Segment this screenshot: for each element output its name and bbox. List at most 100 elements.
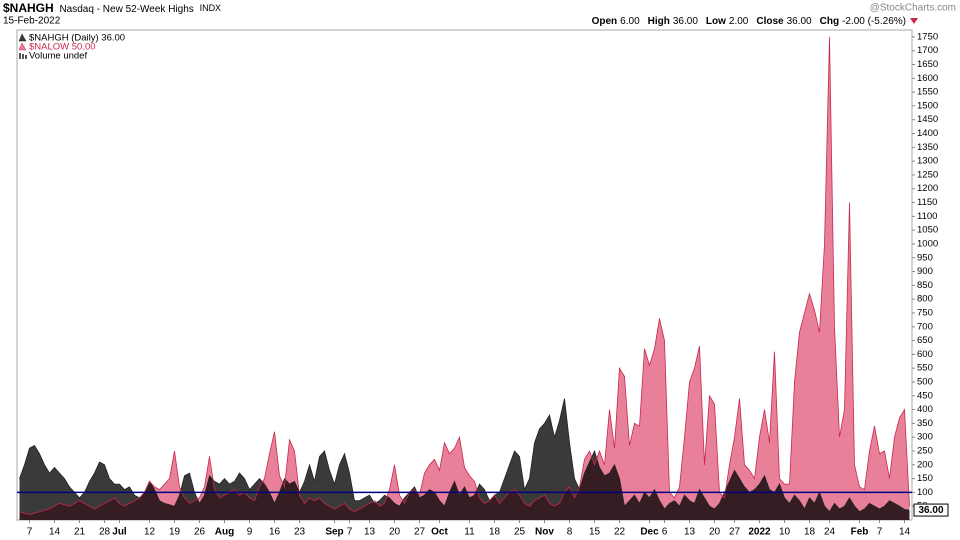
y-tick-label: 950: [917, 252, 933, 263]
quote-value: -2.00 (-5.26%): [842, 16, 906, 27]
y-tick-label: 1000: [917, 238, 938, 249]
y-tick-label: 1200: [917, 183, 938, 194]
quote-value: 2.00: [729, 16, 749, 27]
y-tick-label: 300: [917, 432, 933, 443]
x-tick-label: 15: [589, 527, 601, 538]
quote-value: 6.00: [620, 16, 640, 27]
x-tick-label: 7: [27, 527, 33, 538]
x-tick-label: 10: [779, 527, 791, 538]
y-tick-label: 1350: [917, 142, 938, 153]
y-tick-label: 450: [917, 390, 933, 401]
legend-label: Volume undef: [29, 51, 87, 62]
legend-icon: [25, 55, 27, 59]
y-tick-label: 800: [917, 294, 933, 305]
x-tick-label: Feb: [851, 527, 869, 538]
area-fill: [19, 398, 910, 520]
y-tick-label: 1400: [917, 128, 938, 139]
y-tick-label: 1100: [917, 211, 937, 222]
x-tick-label: 6: [662, 527, 668, 538]
y-tick-label: 550: [917, 363, 933, 374]
y-tick-label: 1750: [917, 31, 938, 42]
legend-icon: [18, 33, 27, 42]
quote-value: 36.00: [673, 16, 698, 27]
quote: Open 6.00 High 36.00 Low 2.00 Close 36.00 Chg -2.…: [592, 16, 906, 27]
y-tick-label: 850: [917, 280, 933, 291]
y-tick-label: 350: [917, 418, 933, 429]
x-tick-label: Aug: [215, 527, 234, 538]
y-tick-label: 1150: [917, 197, 937, 208]
x-tick-label: Sep: [325, 527, 343, 538]
x-tick-label: 23: [294, 527, 306, 538]
x-tick-label: 13: [364, 527, 376, 538]
legend-label: $NALOW 50.00: [29, 42, 96, 53]
x-tick-label: 20: [389, 527, 401, 538]
quote-label: Low: [706, 16, 726, 27]
y-tick-label: 650: [917, 335, 933, 346]
quote-label: Chg: [820, 16, 839, 27]
symbol: $NAHGH: [3, 1, 54, 15]
y-tick-label: 1050: [917, 225, 938, 236]
legend-icon: [19, 53, 21, 59]
x-tick-label: 20: [709, 527, 721, 538]
area-line: [19, 398, 910, 513]
x-tick-label: 24: [824, 527, 836, 538]
header-line: $NAHGH Nasdaq - New 52-Week Highs INDX: [3, 1, 221, 15]
y-tick-label: 900: [917, 266, 933, 277]
x-tick-label: 18: [489, 527, 501, 538]
x-tick-label: 18: [804, 527, 816, 538]
y-tick-label: 1550: [917, 87, 938, 98]
x-tick-label: 28: [99, 527, 111, 538]
y-tick-label: 1250: [917, 169, 938, 180]
y-tick-label: 1500: [917, 100, 938, 111]
y-tick-label: 1600: [917, 73, 938, 84]
y-tick-label: 700: [917, 321, 933, 332]
area-line: [19, 36, 910, 515]
y-tick-label: 750: [917, 307, 933, 318]
legend-icon: [22, 54, 24, 59]
y-tick-label: 1650: [917, 59, 938, 70]
x-tick-label: 27: [729, 527, 741, 538]
y-tick-label: 250: [917, 446, 933, 457]
y-tick-label: 1450: [917, 114, 938, 125]
x-tick-label: Oct: [431, 527, 448, 538]
x-tick-label: Nov: [535, 527, 554, 538]
y-tick-label: 200: [917, 459, 933, 470]
quote-label: High: [648, 16, 670, 27]
date: 15-Feb-2022: [3, 16, 61, 27]
x-tick-label: 7: [347, 527, 353, 538]
x-tick-label: 21: [74, 527, 86, 538]
x-tick-label: 16: [269, 527, 281, 538]
area-fill: [19, 36, 910, 521]
legend-icon: [18, 42, 27, 51]
description: Nasdaq - New 52-Week Highs: [59, 4, 193, 15]
quote-value: 36.00: [787, 16, 812, 27]
last-value-box: [913, 503, 949, 517]
x-tick-label: 27: [414, 527, 426, 538]
x-tick-label: 9: [247, 527, 253, 538]
x-tick-label: Dec: [640, 527, 659, 538]
x-tick-label: 22: [614, 527, 626, 538]
watermark: @StockCharts.com: [870, 3, 956, 14]
quote-label: Close: [756, 16, 784, 27]
x-tick-label: 8: [567, 527, 573, 538]
quote-label: Open: [592, 16, 618, 27]
y-tick-label: 1700: [917, 45, 938, 56]
exchange: INDX: [200, 3, 222, 13]
legend-label: $NAHGH (Daily) 36.00: [29, 33, 125, 44]
x-tick-label: Jul: [112, 527, 127, 538]
change-arrow: [910, 18, 918, 24]
x-tick-label: 7: [877, 527, 883, 538]
x-tick-label: 14: [899, 527, 911, 538]
y-tick-label: 150: [917, 473, 933, 484]
x-tick-label: 2022: [748, 527, 771, 538]
x-tick-label: 25: [514, 527, 526, 538]
x-tick-label: 11: [464, 527, 475, 538]
x-tick-label: 12: [144, 527, 156, 538]
y-tick-label: 100: [917, 487, 933, 498]
x-tick-label: 26: [194, 527, 206, 538]
x-tick-label: 14: [49, 527, 61, 538]
y-tick-label: 500: [917, 376, 933, 387]
y-tick-label: 600: [917, 349, 933, 360]
y-tick-label: 1300: [917, 156, 938, 167]
